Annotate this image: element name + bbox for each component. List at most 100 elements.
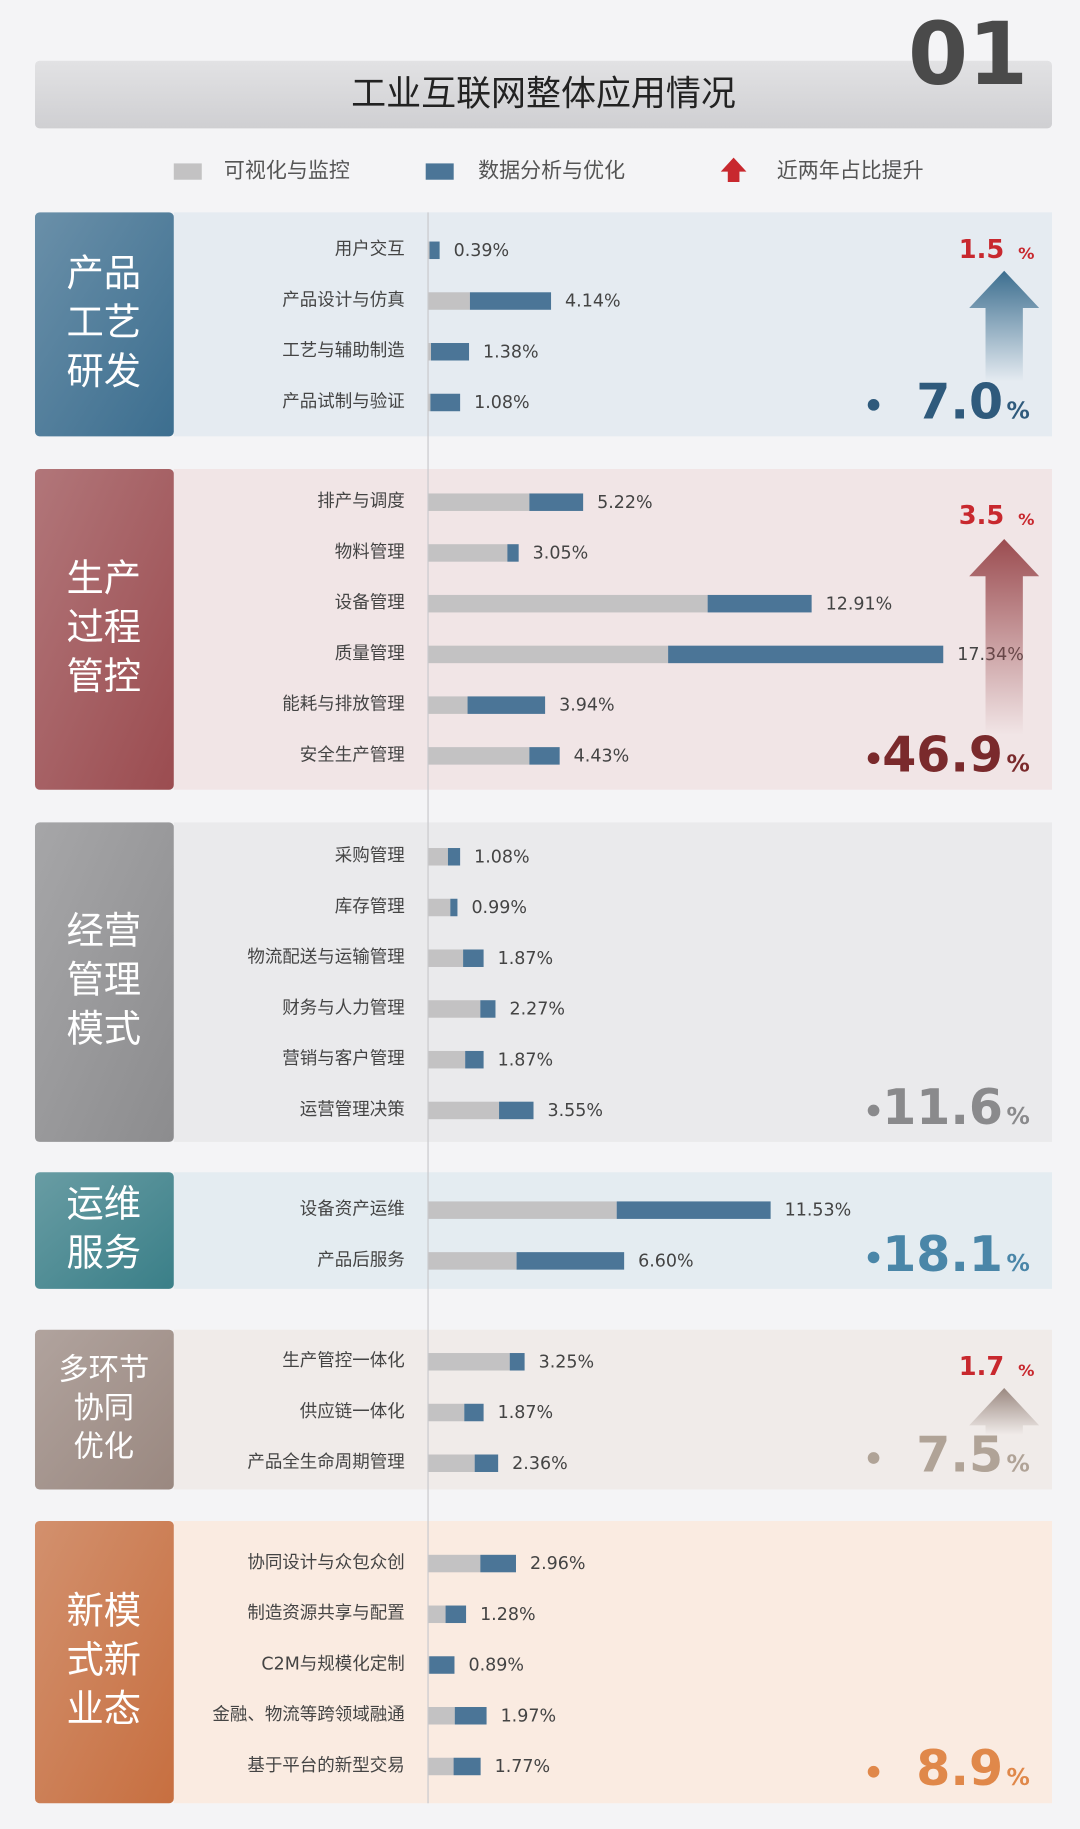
category-label: 产品设计与仿真 bbox=[282, 290, 404, 310]
value-label: 3.55% bbox=[548, 1101, 604, 1121]
share-dot bbox=[867, 1104, 880, 1117]
value-label: 4.43% bbox=[574, 746, 630, 766]
trend-arrow bbox=[969, 270, 1040, 382]
category-label: 物料管理 bbox=[335, 542, 405, 562]
share-unit: % bbox=[1007, 1764, 1030, 1791]
group-name: 工艺 bbox=[66, 300, 141, 344]
bar-visual bbox=[428, 645, 669, 664]
share-dot bbox=[867, 752, 880, 765]
value-label: 3.05% bbox=[533, 544, 589, 564]
increase-unit: % bbox=[1018, 244, 1034, 263]
category-label: 设备管理 bbox=[335, 593, 405, 613]
bar-visual bbox=[428, 343, 432, 361]
group-name: 管控 bbox=[66, 654, 141, 698]
trend-arrow bbox=[969, 1388, 1040, 1435]
group-panel bbox=[173, 822, 1053, 1142]
bar-visual bbox=[428, 696, 468, 714]
bar-visual bbox=[428, 1000, 481, 1018]
share-value: 11.6 bbox=[882, 1079, 1003, 1136]
group-header bbox=[34, 1172, 174, 1289]
bar-visual bbox=[428, 1201, 617, 1219]
value-label: 0.99% bbox=[471, 898, 527, 918]
category-label: 安全生产管理 bbox=[300, 745, 405, 765]
value-label: 1.38% bbox=[483, 342, 539, 362]
share-unit: % bbox=[1007, 751, 1030, 778]
category-label: 基于平台的新型交易 bbox=[247, 1756, 404, 1776]
bar-analysis bbox=[516, 1252, 625, 1270]
category-label: 生产管控一体化 bbox=[282, 1351, 404, 1371]
bar-visual bbox=[428, 1403, 465, 1422]
category-label: 运营管理决策 bbox=[300, 1100, 405, 1120]
bar-analysis bbox=[509, 1353, 525, 1371]
increase-value: 3.5 bbox=[959, 501, 1004, 531]
value-label: 2.36% bbox=[512, 1454, 568, 1474]
bar-analysis bbox=[707, 594, 812, 613]
value-label: 1.87% bbox=[498, 1403, 554, 1423]
category-label: 财务与人力管理 bbox=[282, 998, 404, 1018]
value-label: 1.77% bbox=[495, 1757, 551, 1777]
bar-analysis bbox=[465, 1050, 484, 1069]
increase-value: 1.5 bbox=[959, 235, 1004, 265]
group-name: 式新 bbox=[66, 1638, 141, 1682]
legend-swatch bbox=[425, 163, 454, 180]
group-header bbox=[34, 822, 174, 1142]
group-panel bbox=[173, 1520, 1053, 1804]
bar-analysis bbox=[668, 645, 944, 664]
share-dot bbox=[867, 398, 880, 411]
bar-visual bbox=[428, 594, 708, 613]
value-label: 1.28% bbox=[480, 1605, 536, 1625]
bar-visual bbox=[428, 848, 448, 866]
group-name: 模式 bbox=[66, 1007, 141, 1051]
bar-analysis bbox=[429, 241, 440, 260]
bar-visual bbox=[428, 747, 530, 765]
value-label: 6.60% bbox=[638, 1251, 694, 1271]
category-label: 采购管理 bbox=[335, 846, 405, 866]
group-panel bbox=[173, 468, 1053, 790]
bar-visual bbox=[428, 898, 451, 917]
category-label: 能耗与排放管理 bbox=[282, 695, 404, 715]
bar-visual bbox=[428, 241, 430, 260]
group-header bbox=[34, 212, 174, 437]
group-name: 管理 bbox=[66, 958, 141, 1002]
value-label: 2.27% bbox=[509, 1000, 565, 1020]
group-name: 协同 bbox=[73, 1391, 134, 1426]
value-label: 11.53% bbox=[785, 1201, 852, 1221]
bar-analysis bbox=[447, 848, 461, 866]
category-label: 设备资产运维 bbox=[300, 1200, 405, 1220]
bar-analysis bbox=[445, 1605, 467, 1624]
bar-analysis bbox=[469, 292, 552, 310]
bar-visual bbox=[428, 1605, 446, 1624]
share-unit: % bbox=[1007, 1450, 1030, 1477]
value-label: 1.97% bbox=[501, 1706, 557, 1726]
bar-visual bbox=[428, 1252, 517, 1270]
bar-analysis bbox=[463, 949, 484, 967]
group-name: 服务 bbox=[66, 1231, 141, 1275]
share-dot bbox=[867, 1251, 880, 1264]
category-label: 制造资源共享与配置 bbox=[247, 1604, 404, 1624]
bar-analysis bbox=[454, 1707, 487, 1725]
bar-visual bbox=[428, 1554, 481, 1573]
value-label: 12.91% bbox=[826, 594, 893, 614]
bar-analysis bbox=[529, 747, 560, 765]
group-name: 多环节 bbox=[58, 1353, 149, 1388]
group-name: 经营 bbox=[66, 909, 141, 953]
increase-unit: % bbox=[1018, 510, 1034, 529]
category-label: 协同设计与众包众创 bbox=[247, 1553, 404, 1573]
group-name: 业态 bbox=[66, 1687, 141, 1731]
share-unit: % bbox=[1007, 1103, 1030, 1130]
bar-analysis bbox=[480, 1554, 516, 1573]
bar-visual bbox=[428, 1707, 455, 1725]
legend-label: 可视化与监控 bbox=[224, 159, 350, 183]
category-label: 产品全生命周期管理 bbox=[247, 1453, 404, 1473]
value-label: 4.14% bbox=[565, 292, 621, 312]
value-label: 1.87% bbox=[498, 949, 554, 969]
bar-visual bbox=[428, 1101, 500, 1120]
bar-analysis bbox=[467, 696, 546, 714]
bar-analysis bbox=[429, 1656, 455, 1674]
category-label: 产品后服务 bbox=[317, 1250, 404, 1270]
legend-swatch bbox=[173, 163, 202, 180]
share-value: 8.9 bbox=[916, 1740, 1003, 1797]
bar-analysis bbox=[464, 1403, 484, 1422]
bar-visual bbox=[428, 1050, 466, 1069]
bar-analysis bbox=[450, 898, 458, 917]
